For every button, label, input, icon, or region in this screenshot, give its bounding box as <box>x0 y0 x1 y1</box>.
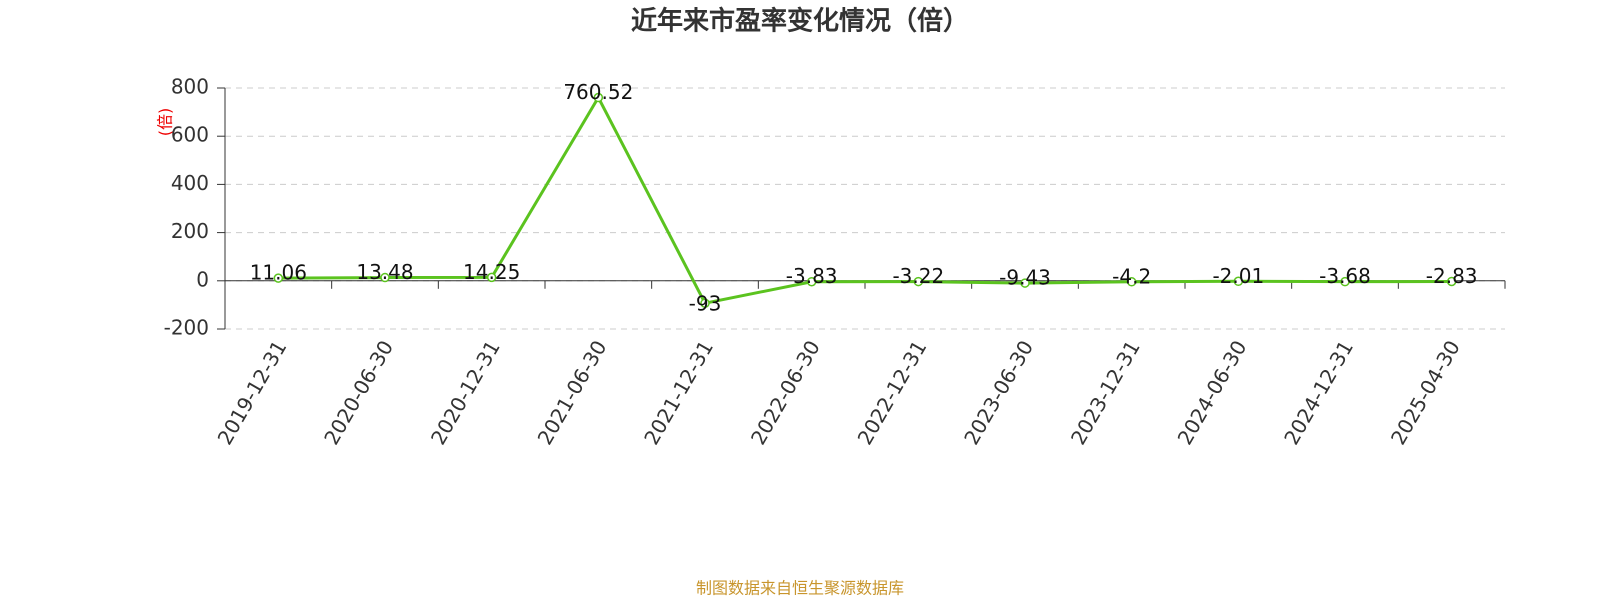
data-point <box>700 298 710 308</box>
data-point <box>1446 276 1457 287</box>
x-tick-label: 2021-12-31 <box>639 336 718 449</box>
x-tick-label: 2023-06-30 <box>959 336 1038 449</box>
data-point <box>1340 276 1350 287</box>
data-point <box>806 276 817 287</box>
data-point <box>593 92 604 103</box>
data-label: -2.01 <box>1212 264 1264 288</box>
chart-title: 近年来市盈率变化情况（倍） <box>631 6 969 37</box>
y-tick-label: 800 <box>171 75 209 99</box>
data-label: -9.43 <box>999 266 1051 290</box>
x-tick-label: 2022-12-31 <box>853 336 932 449</box>
y-axis-label: (倍) <box>156 108 175 137</box>
data-point <box>380 272 390 283</box>
source-note: 制图数据来自恒生聚源数据库 <box>696 579 904 598</box>
data-label: 13.48 <box>356 260 413 284</box>
x-tick-label: 2024-06-30 <box>1173 336 1252 449</box>
x-tick-label: 2024-12-31 <box>1279 336 1358 449</box>
data-label: 11.06 <box>250 261 307 285</box>
data-label: -3.68 <box>1319 264 1371 288</box>
y-tick-label: 0 <box>196 267 209 291</box>
x-tick-label: 2020-12-31 <box>426 336 505 449</box>
y-tick-label: 200 <box>171 219 209 243</box>
x-tick-label: 2022-06-30 <box>746 336 825 449</box>
y-tick-label: -200 <box>164 316 209 340</box>
x-tick-label: 2020-06-30 <box>319 336 398 449</box>
data-point <box>913 276 924 287</box>
data-point <box>1020 278 1030 288</box>
data-point <box>486 272 497 283</box>
x-tick-label: 2021-06-30 <box>533 336 612 449</box>
data-label: -2.83 <box>1426 264 1478 288</box>
y-tick-label: 600 <box>171 123 209 147</box>
data-label: 760.52 <box>563 80 633 104</box>
data-label: -93 <box>689 292 722 316</box>
y-tick-label: 400 <box>171 171 209 195</box>
data-point <box>273 273 284 283</box>
data-label: 14.25 <box>463 260 520 284</box>
data-label: -4.2 <box>1112 264 1151 288</box>
x-tick-label: 2023-12-31 <box>1066 336 1145 449</box>
x-tick-label: 2025-04-30 <box>1386 336 1465 449</box>
data-point <box>1233 276 1244 287</box>
series-line <box>278 94 1452 305</box>
data-label: -3.83 <box>786 264 838 288</box>
data-point <box>1126 277 1137 287</box>
x-tick-label: 2019-12-31 <box>213 336 292 449</box>
data-label: -3.22 <box>892 264 944 288</box>
